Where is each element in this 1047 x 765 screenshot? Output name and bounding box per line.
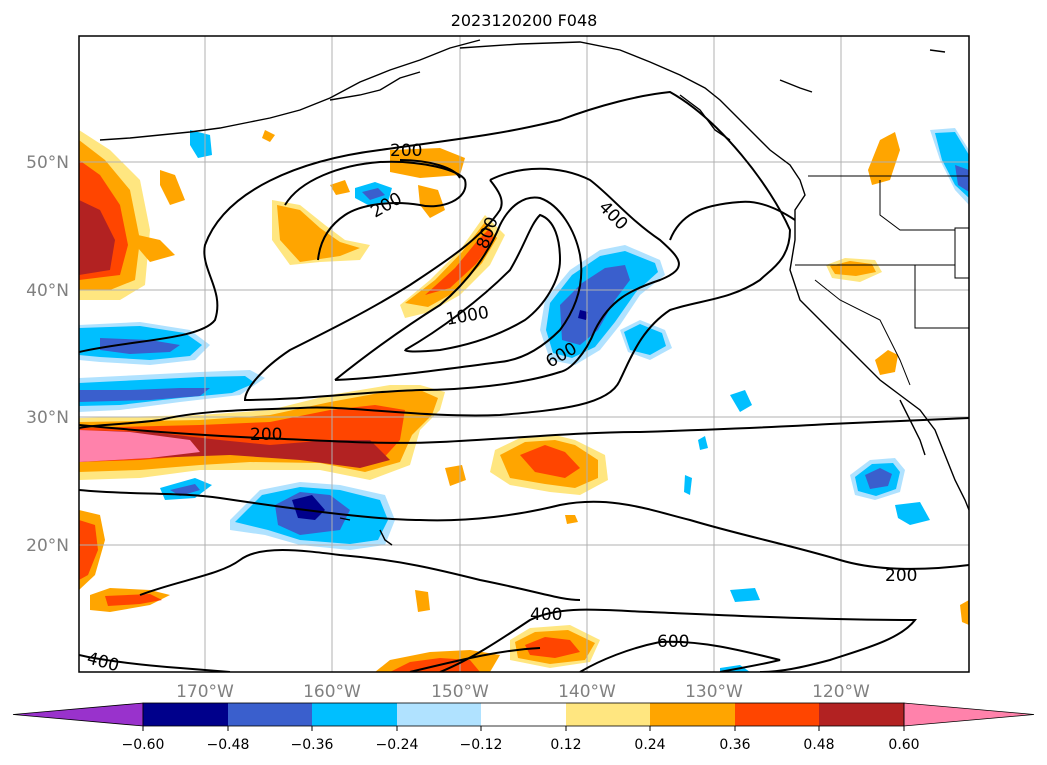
colorbar-tick-label: −0.36	[291, 737, 334, 753]
political-borders	[795, 175, 969, 386]
lon-tick-label: 120°W	[812, 682, 870, 702]
contour-label: 400	[85, 649, 122, 677]
colorbar-tick-label: −0.60	[122, 737, 165, 753]
colorbar-tick-label: −0.24	[376, 737, 419, 753]
colorbar-swatch	[650, 703, 735, 726]
lon-tick-label: 170°W	[176, 682, 234, 702]
shaded-field-negative	[79, 128, 969, 672]
colorbar-tick-label: 0.48	[803, 737, 834, 753]
colorbar-tick-label: 0.12	[550, 737, 581, 753]
lon-tick-label: 130°W	[685, 682, 743, 702]
contour-label: 400	[530, 605, 562, 625]
lon-tick-label: 150°W	[431, 682, 489, 702]
lon-tick-label: 140°W	[558, 682, 616, 702]
lat-tick-label: 30°N	[26, 408, 69, 428]
colorbar-tick-label: −0.48	[207, 737, 250, 753]
colorbar-tick-label: −0.12	[460, 737, 503, 753]
colorbar: −0.60 −0.48 −0.36 −0.24 −0.12 0.12 0.24 …	[12, 702, 1035, 753]
colorbar-ticks	[142, 726, 905, 731]
lat-tick-label: 20°N	[26, 536, 69, 556]
coastlines	[99, 39, 969, 546]
colorbar-swatch	[566, 703, 650, 726]
colorbar-swatch	[228, 703, 312, 726]
contour-label: 600	[657, 632, 689, 652]
map-frame	[78, 35, 970, 673]
colorbar-swatch	[312, 703, 397, 726]
colorbar-tick-label: 0.60	[888, 737, 919, 753]
contour-label: 200	[250, 425, 282, 445]
colorbar-extend-low	[12, 702, 144, 727]
contour-label: 200	[885, 566, 917, 586]
longitude-labels: 170°W 160°W 150°W 140°W 130°W 120°W	[176, 682, 870, 702]
map-area: 200 200 200 400 800 1000 600 200 400 600…	[79, 36, 969, 677]
colorbar-extend-high	[903, 702, 1035, 727]
colorbar-outline	[142, 702, 905, 727]
colorbar-swatch	[735, 703, 819, 726]
map-title: 2023120200 F048	[451, 11, 598, 30]
colorbar-swatch	[819, 703, 904, 726]
contour-label: 200	[390, 141, 422, 161]
graticule	[79, 36, 969, 672]
lon-tick-label: 160°W	[303, 682, 361, 702]
colorbar-swatch	[397, 703, 481, 726]
contour-lines	[79, 90, 969, 672]
colorbar-swatch	[481, 703, 566, 726]
lat-tick-label: 50°N	[26, 153, 69, 173]
colorbar-tick-label: 0.36	[719, 737, 750, 753]
lat-tick-label: 40°N	[26, 281, 69, 301]
colorbar-swatch	[143, 703, 228, 726]
colorbar-tick-label: 0.24	[634, 737, 665, 753]
latitude-labels: 50°N 40°N 30°N 20°N	[26, 153, 69, 556]
